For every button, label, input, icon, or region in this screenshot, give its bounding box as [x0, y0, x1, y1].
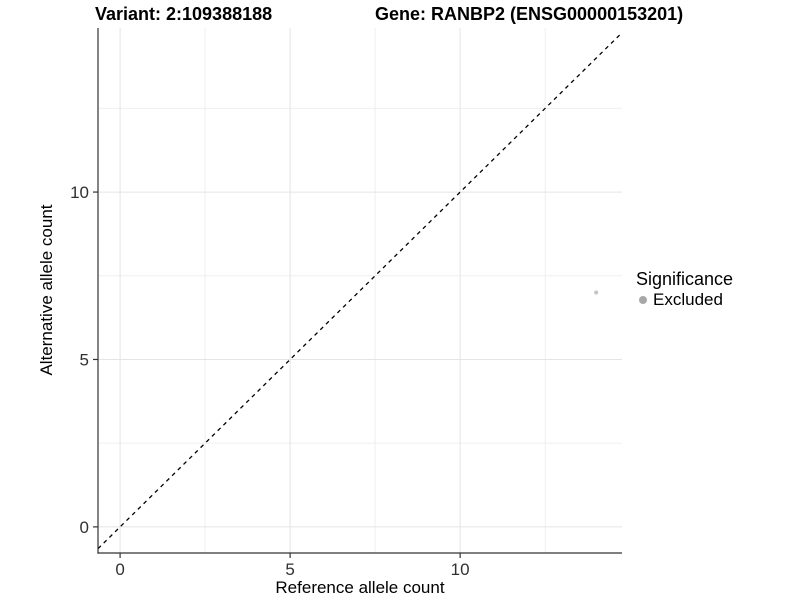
x-tick-label: 5 — [285, 560, 294, 579]
y-tick-label: 5 — [80, 350, 89, 369]
x-axis-title: Reference allele count — [275, 578, 445, 597]
y-tick-label: 0 — [80, 518, 89, 537]
y-tick-label: 10 — [70, 183, 89, 202]
plot-title-variant: Variant: 2:109388188 — [95, 4, 273, 24]
y-axis-title: Alternative allele count — [37, 204, 56, 376]
plot-title-gene: Gene: RANBP2 (ENSG00000153201) — [375, 4, 684, 24]
legend: Significance Excluded — [636, 269, 733, 309]
legend-title: Significance — [636, 269, 734, 289]
legend-item-excluded: Excluded — [636, 290, 733, 309]
identity-line — [97, 32, 623, 550]
x-tick-label: 10 — [451, 560, 470, 579]
data-point — [594, 290, 599, 295]
x-tick-label: 0 — [115, 560, 124, 579]
legend-item-label: Excluded — [653, 290, 723, 309]
legend-key-dot — [639, 295, 647, 304]
